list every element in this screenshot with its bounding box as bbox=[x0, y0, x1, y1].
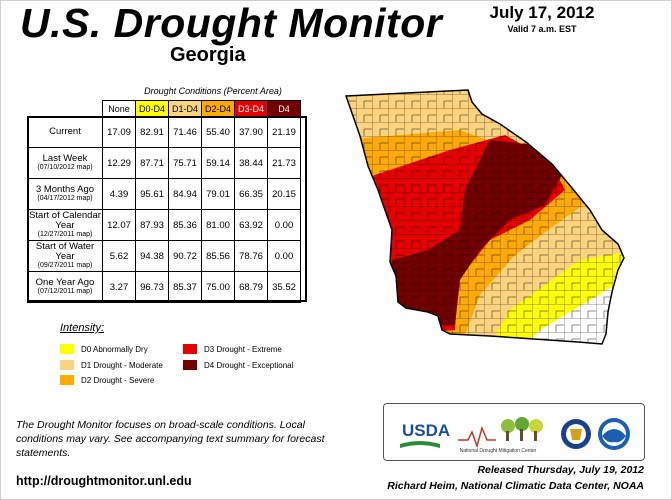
disclaimer-note: The Drought Monitor focuses on broad-sca… bbox=[16, 419, 325, 459]
table-cell: 84.94 bbox=[168, 178, 202, 210]
table-cell: 35.52 bbox=[267, 271, 301, 303]
table-cell: 79.01 bbox=[201, 178, 235, 210]
region-name: Georgia bbox=[170, 44, 246, 66]
row-label-text: One Year Ago bbox=[35, 277, 95, 289]
row-label: Start of Water Year (09/27/2011 map) bbox=[27, 240, 103, 272]
usda-logo: USDA bbox=[400, 421, 450, 448]
table-row: Start of Water Year (09/27/2011 map) 5.62 9… bbox=[27, 240, 301, 272]
legend-title: Intensity: bbox=[60, 322, 105, 334]
county-lines bbox=[346, 90, 624, 344]
map-date: July 17, 2012 bbox=[489, 3, 595, 22]
ndmc-logo: National Drought Mitigation Center bbox=[458, 417, 543, 454]
row-map-date: (09/27/2011 map) bbox=[37, 262, 93, 270]
table-cell: 82.91 bbox=[135, 116, 169, 148]
legend-item-d4: D4 Drought - Exceptional bbox=[183, 360, 293, 370]
table-row: 3 Months Ago (04/17/2012 map) 4.39 95.61 84.… bbox=[27, 178, 301, 210]
table-row: Start of Calendar Year (12/27/2011 map) 12… bbox=[27, 209, 301, 241]
row-label: Start of Calendar Year (12/27/2011 map) bbox=[27, 209, 103, 241]
author-credit: Richard Heim, National Climatic Data Cen… bbox=[387, 480, 644, 492]
row-label: Current bbox=[27, 116, 103, 148]
table-cell: 37.90 bbox=[234, 116, 268, 148]
legend-swatch bbox=[60, 360, 74, 370]
table-cell: 85.56 bbox=[201, 240, 235, 272]
release-date: Released Thursday, July 19, 2012 bbox=[477, 464, 644, 476]
table-cell: 75.00 bbox=[201, 271, 235, 303]
table-cell: 63.92 bbox=[234, 209, 268, 241]
table-cell: 59.14 bbox=[201, 147, 235, 179]
table-cell: 12.29 bbox=[102, 147, 136, 179]
row-label-text: 3 Months Ago bbox=[35, 184, 95, 196]
legend-item-d2: D2 Drought - Severe bbox=[60, 375, 154, 385]
col-d3-d4: D3-D4 bbox=[234, 100, 268, 117]
table-row: Last Week (07/10/2012 map) 12.29 87.71 75.71… bbox=[27, 147, 301, 179]
table-cell: 12.07 bbox=[102, 209, 136, 241]
legend-swatch bbox=[60, 344, 74, 354]
table-cell: 94.38 bbox=[135, 240, 169, 272]
table-cell: 85.36 bbox=[168, 209, 202, 241]
col-d4: D4 bbox=[267, 100, 301, 117]
table-cell: 5.62 bbox=[102, 240, 136, 272]
table-cell: 0.00 bbox=[267, 209, 301, 241]
table-corner bbox=[28, 101, 103, 117]
state-outline bbox=[344, 89, 625, 345]
table-cell: 96.73 bbox=[135, 271, 169, 303]
partner-logos: USDA National Drought Mitigation Center bbox=[383, 403, 645, 461]
legend-item-d3: D3 Drought - Extreme bbox=[183, 344, 282, 354]
table-caption: Drought Conditions (Percent Area) bbox=[144, 86, 282, 96]
table-cell: 95.61 bbox=[135, 178, 169, 210]
table-cell: 21.73 bbox=[267, 147, 301, 179]
col-none: None bbox=[102, 100, 136, 117]
row-label-text: Last Week bbox=[42, 153, 88, 165]
table-cell: 90.72 bbox=[168, 240, 202, 272]
logos-graphic: USDA National Drought Mitigation Center bbox=[400, 417, 630, 454]
valid-time: Valid 7 a.m. EST bbox=[507, 24, 577, 34]
svg-text:USDA: USDA bbox=[402, 421, 450, 440]
row-label-text: Start of Calendar Year bbox=[29, 210, 101, 232]
table-cell: 20.15 bbox=[267, 178, 301, 210]
table-cell: 85.37 bbox=[168, 271, 202, 303]
table-cell: 3.27 bbox=[102, 271, 136, 303]
table-cell: 4.39 bbox=[102, 178, 136, 210]
legend-swatch bbox=[183, 344, 197, 354]
col-d0-d4: D0-D4 bbox=[135, 100, 169, 117]
noaa-logo-icon bbox=[598, 418, 630, 450]
svg-text:National Drought Mitigation Ce: National Drought Mitigation Center bbox=[460, 448, 537, 454]
table-cell: 81.00 bbox=[201, 209, 235, 241]
legend-swatch bbox=[183, 360, 197, 370]
table-row: One Year Ago (07/12/2011 map) 3.27 96.73 85.… bbox=[27, 271, 301, 303]
table-cell: 75.71 bbox=[168, 147, 202, 179]
row-label: Last Week (07/10/2012 map) bbox=[27, 147, 103, 179]
legend-swatch bbox=[60, 375, 74, 385]
table-cell: 0.00 bbox=[267, 240, 301, 272]
table-cell: 38.44 bbox=[234, 147, 268, 179]
table-cell: 21.19 bbox=[267, 116, 301, 148]
table-cell: 87.93 bbox=[135, 209, 169, 241]
drought-conditions-table: None D0-D4 D1-D4 D2-D4 D3-D4 D4 Current 1… bbox=[27, 100, 301, 303]
page-title: U.S. Drought Monitor bbox=[20, 0, 443, 46]
col-d1-d4: D1-D4 bbox=[168, 100, 202, 117]
row-label-text: Current bbox=[49, 126, 81, 138]
row-label: One Year Ago (07/12/2011 map) bbox=[27, 271, 103, 303]
georgia-drought-map bbox=[344, 89, 625, 345]
table-cell: 78.76 bbox=[234, 240, 268, 272]
row-map-date: (07/10/2012 map) bbox=[37, 164, 93, 172]
row-map-date: (12/27/2011 map) bbox=[37, 231, 93, 239]
legend-item-d0: D0 Abnormally Dry bbox=[60, 344, 148, 354]
table-header-row: None D0-D4 D1-D4 D2-D4 D3-D4 D4 bbox=[28, 100, 301, 117]
website-link[interactable]: http://droughtmonitor.unl.edu bbox=[16, 474, 192, 488]
row-label: 3 Months Ago (04/17/2012 map) bbox=[27, 178, 103, 210]
legend-item-d1: D1 Drought - Moderate bbox=[60, 360, 163, 370]
table-cell: 87.71 bbox=[135, 147, 169, 179]
row-map-date: (07/12/2011 map) bbox=[37, 288, 93, 296]
doc-seal-icon bbox=[561, 419, 591, 449]
table-cell: 55.40 bbox=[201, 116, 235, 148]
row-label-text: Start of Water Year bbox=[35, 241, 95, 263]
table-row: Current 17.09 82.91 71.46 55.40 37.90 21.19 bbox=[27, 116, 301, 148]
col-d2-d4: D2-D4 bbox=[201, 100, 235, 117]
table-cell: 68.79 bbox=[234, 271, 268, 303]
table-cell: 66.35 bbox=[234, 178, 268, 210]
table-cell: 71.46 bbox=[168, 116, 202, 148]
row-map-date: (04/17/2012 map) bbox=[37, 195, 93, 203]
table-cell: 17.09 bbox=[102, 116, 136, 148]
